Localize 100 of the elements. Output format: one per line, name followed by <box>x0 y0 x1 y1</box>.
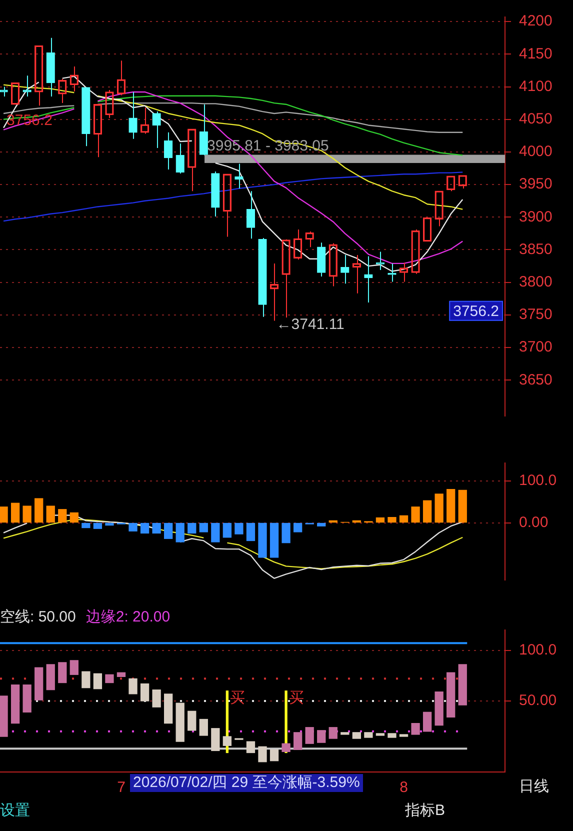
candlestick <box>82 87 90 147</box>
candlestick <box>164 132 173 170</box>
candlestick <box>46 37 55 98</box>
bar <box>58 509 67 523</box>
y-tick-label: 4200 <box>519 12 552 30</box>
bar <box>434 692 444 726</box>
text: 日线 <box>519 778 549 796</box>
bar <box>458 490 467 523</box>
bar <box>317 730 326 743</box>
bar <box>411 722 420 735</box>
ref-line-label: 边缘2: 20.00 <box>86 608 170 626</box>
annotation: 买 <box>289 690 304 706</box>
y-tick-label: 3750 <box>519 306 552 324</box>
bar <box>188 710 196 731</box>
bar <box>282 522 290 544</box>
bar <box>458 664 467 706</box>
bar <box>140 683 150 702</box>
bar <box>399 734 408 737</box>
bar <box>140 522 150 534</box>
bar <box>70 660 78 675</box>
bar <box>246 522 256 542</box>
bar <box>293 522 302 532</box>
y-tick-label: 3800 <box>519 273 552 290</box>
y-tick-label: 4000 <box>519 143 552 160</box>
bar <box>128 522 138 532</box>
bar <box>211 522 220 542</box>
bar <box>93 522 102 529</box>
bar <box>446 488 456 523</box>
bar <box>34 498 44 523</box>
annotation: 3756.2 <box>453 303 500 320</box>
y-tick-label: 4100 <box>519 78 552 95</box>
candlestick <box>176 142 184 174</box>
bar <box>152 690 161 708</box>
bar <box>93 673 102 690</box>
bar <box>388 516 396 523</box>
bar <box>211 728 220 752</box>
bar <box>446 672 456 718</box>
text: 2026/07/02/四 29 至今涨幅-3.59% <box>130 774 363 792</box>
bar <box>258 522 267 558</box>
bar <box>364 732 373 738</box>
bar <box>128 678 138 694</box>
bar <box>10 502 20 523</box>
bar <box>305 727 314 744</box>
bar <box>222 736 232 746</box>
bar <box>388 733 396 738</box>
bar <box>82 522 90 528</box>
bar <box>399 515 408 523</box>
candlestick <box>199 104 208 155</box>
text: 指标B <box>405 802 446 820</box>
bar <box>422 712 432 732</box>
bar <box>293 732 302 750</box>
y-tick-label: 4050 <box>519 110 552 128</box>
bar <box>434 494 444 523</box>
candlestick <box>211 171 220 217</box>
bar <box>246 741 256 754</box>
bar <box>105 522 114 526</box>
bar <box>176 702 184 742</box>
bar <box>270 749 279 762</box>
candlestick <box>22 75 32 98</box>
bar <box>188 522 196 534</box>
candlestick <box>258 238 267 318</box>
candlestick <box>246 190 256 240</box>
y-tick-label: 3650 <box>519 371 552 388</box>
text: 设置 <box>0 802 30 820</box>
bar <box>22 506 32 523</box>
y-tick-label: 4150 <box>519 45 552 62</box>
bar <box>234 522 244 534</box>
bar <box>258 746 267 762</box>
bar <box>199 522 208 532</box>
bar <box>176 522 184 542</box>
bar <box>22 684 32 712</box>
bar <box>0 506 8 523</box>
bar <box>70 512 78 523</box>
bar <box>58 662 67 684</box>
bar <box>164 522 173 539</box>
annotation: ←3741.11 <box>276 316 344 333</box>
bar <box>46 664 55 690</box>
bar <box>340 732 350 735</box>
y-tick-label: 100.0 <box>519 641 557 658</box>
bar <box>34 667 44 700</box>
y-tick-label: 50.00 <box>519 692 557 710</box>
x-tick-label: 8 <box>400 779 408 796</box>
bar <box>152 522 161 534</box>
bar <box>282 743 290 752</box>
bar <box>328 727 338 739</box>
bar <box>411 506 420 523</box>
y-tick-label: 100.0 <box>519 472 557 490</box>
annotation: 买 <box>230 690 246 706</box>
bar <box>46 506 55 523</box>
y-tick-label: 3900 <box>519 208 552 226</box>
y-tick-label: 3950 <box>519 176 552 193</box>
y-tick-label: 3700 <box>519 338 552 356</box>
y-tick-label: 0.00 <box>519 514 548 531</box>
bar <box>199 718 208 736</box>
bar <box>270 522 279 558</box>
bar <box>422 500 432 523</box>
bar <box>352 732 362 739</box>
bar <box>164 694 173 724</box>
y-tick-label: 3850 <box>519 240 552 258</box>
bar <box>82 671 90 688</box>
